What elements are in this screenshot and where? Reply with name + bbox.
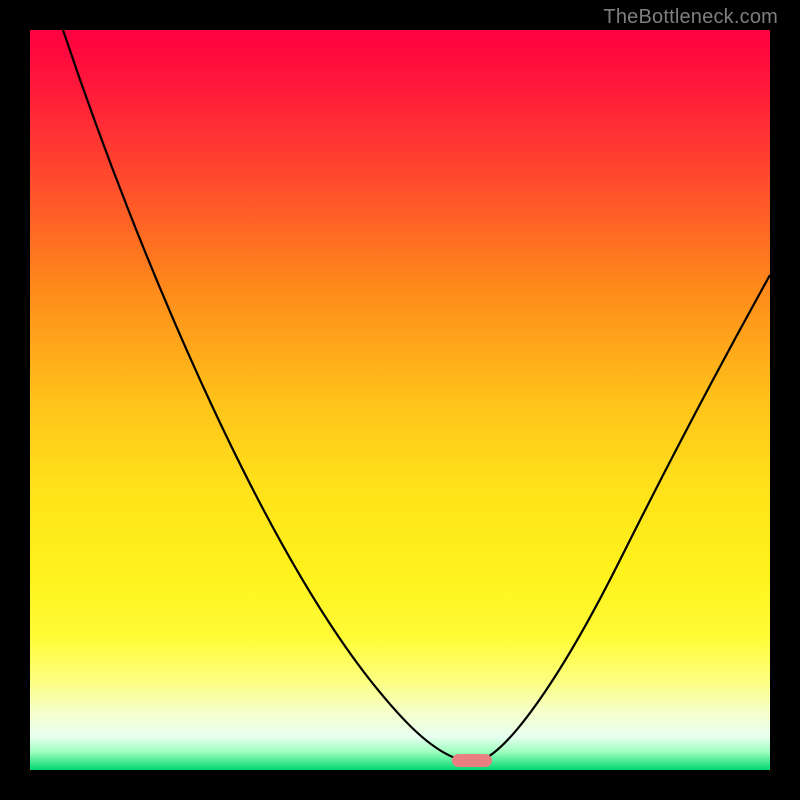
bottleneck-curve-layer — [0, 0, 800, 800]
bottleneck-curve — [63, 30, 770, 760]
chart-container: TheBottleneck.com — [0, 0, 800, 800]
optimal-marker-pill — [452, 754, 492, 767]
watermark-text: TheBottleneck.com — [603, 6, 778, 29]
